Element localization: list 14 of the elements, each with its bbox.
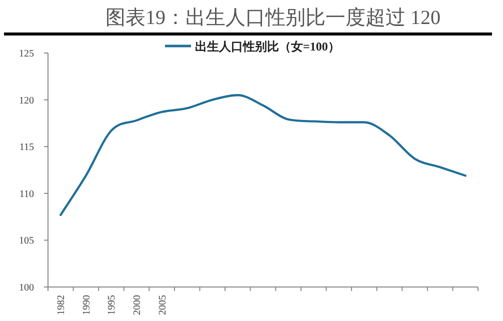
legend: 出生人口性别比（女=100） bbox=[165, 40, 340, 54]
y-tick-label: 105 bbox=[19, 236, 34, 247]
chart-title: 图表19：出生人口性别比一度超过 120 bbox=[106, 7, 440, 29]
x-tick-label: 1982 bbox=[56, 295, 68, 315]
y-tick-label: 120 bbox=[19, 95, 34, 106]
y-tick-label: 110 bbox=[19, 188, 34, 200]
x-tick-label: 2000 bbox=[132, 295, 144, 315]
x-tick-label: 1995 bbox=[106, 295, 118, 315]
legend-label: 出生人口性别比（女=100） bbox=[195, 40, 340, 54]
y-tick-label: 125 bbox=[19, 48, 34, 60]
x-tick-label: 1990 bbox=[81, 295, 92, 315]
y-tick-label: 100 bbox=[19, 282, 34, 294]
x-tick-label: 2005 bbox=[157, 295, 168, 315]
y-tick-label: 115 bbox=[19, 142, 34, 154]
